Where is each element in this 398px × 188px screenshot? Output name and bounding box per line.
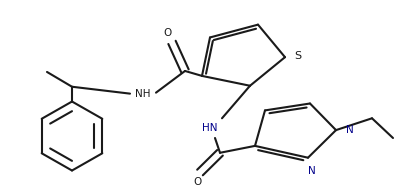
Text: O: O (193, 177, 201, 187)
Text: S: S (295, 51, 302, 61)
Text: N: N (346, 125, 354, 135)
Text: O: O (164, 27, 172, 38)
Text: NH: NH (135, 89, 151, 99)
Text: HN: HN (202, 123, 218, 133)
Text: N: N (308, 165, 316, 176)
